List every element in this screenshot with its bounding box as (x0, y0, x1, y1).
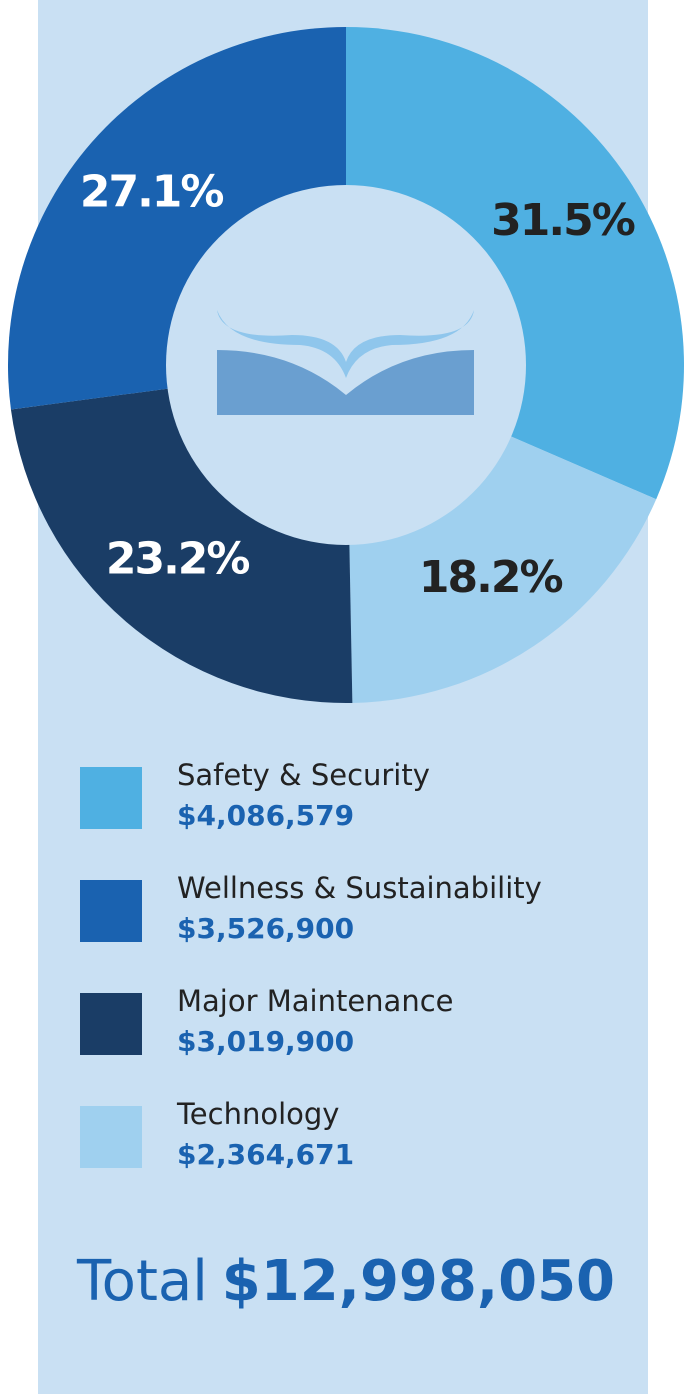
slice-label: 31.5% (491, 195, 635, 246)
legend-swatch (80, 880, 142, 942)
legend-amount: $2,364,671 (177, 1138, 354, 1171)
legend-label: Wellness & Sustainability (177, 871, 542, 905)
total: Total $12,998,050 (76, 1249, 615, 1314)
legend-amount: $4,086,579 (177, 799, 354, 832)
logo (217, 310, 474, 415)
legend-label: Technology (176, 1097, 339, 1131)
legend-swatch (80, 993, 142, 1055)
legend-label: Major Maintenance (177, 984, 454, 1018)
slice-label: 23.2% (106, 533, 250, 584)
total-amount: $12,998,050 (222, 1249, 615, 1314)
legend-swatch (80, 1106, 142, 1168)
slice-labels: 31.5% 18.2% 23.2% 27.1% (80, 166, 637, 603)
legend-amount: $3,019,900 (177, 1025, 354, 1058)
legend-amount: $3,526,900 (177, 912, 354, 945)
slice-label: 18.2% (419, 552, 563, 603)
legend-swatch (80, 767, 142, 829)
legend-label: Safety & Security (177, 758, 430, 792)
total-label: Total (76, 1249, 208, 1314)
legend: Safety & Security $4,086,579 Wellness & Su… (80, 758, 542, 1171)
slice-label: 27.1% (80, 166, 224, 217)
